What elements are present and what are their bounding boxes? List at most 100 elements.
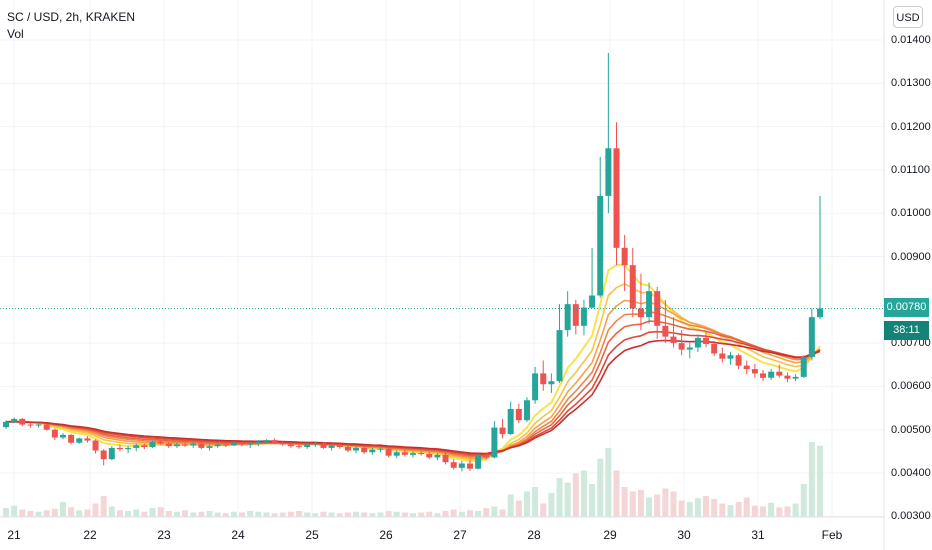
volume-bar xyxy=(792,503,799,517)
volume-bar xyxy=(133,509,140,517)
volume-bar xyxy=(548,493,555,517)
volume-bar xyxy=(198,511,205,517)
candle-body xyxy=(678,343,685,350)
candle-body xyxy=(68,434,75,443)
candle-body xyxy=(434,454,441,458)
candle-body xyxy=(458,463,465,468)
candle-body xyxy=(190,443,197,446)
volume-bar xyxy=(361,512,368,517)
volume-bar xyxy=(703,496,710,517)
candle-body xyxy=(410,453,416,455)
volume-bar xyxy=(743,497,750,517)
candle-body xyxy=(43,424,50,430)
volume-bar xyxy=(116,510,123,517)
volume-bar xyxy=(84,509,91,517)
volume-bar xyxy=(68,507,75,517)
candle-body xyxy=(735,355,742,366)
price-tick-label: 0.00700 xyxy=(891,337,931,350)
candle-body xyxy=(100,450,107,460)
candle-body xyxy=(59,434,66,438)
volume-bar xyxy=(165,511,172,517)
candle-body xyxy=(523,400,530,421)
symbol-title: SC / USD, 2h, KRAKEN xyxy=(7,10,136,24)
candle-body xyxy=(556,330,563,382)
candle-body xyxy=(27,424,34,426)
currency-button[interactable]: USD xyxy=(893,6,923,28)
candle-body xyxy=(377,448,384,450)
volume-bar xyxy=(507,494,514,517)
candle-body xyxy=(157,441,164,444)
price-tick-label: 0.00500 xyxy=(891,423,931,436)
volume-bar xyxy=(694,498,701,517)
candle-body xyxy=(206,446,213,448)
time-tick-label: 25 xyxy=(305,528,319,542)
candle-body xyxy=(141,445,148,448)
volume-bar xyxy=(76,510,83,517)
candle-body xyxy=(287,444,294,447)
candle-body xyxy=(507,408,514,435)
volume-bar xyxy=(304,512,311,517)
volume-bar xyxy=(654,494,661,517)
volume-bar xyxy=(296,511,303,517)
volume-bar xyxy=(735,502,742,517)
time-tick-label: 26 xyxy=(379,528,393,542)
candle-body xyxy=(214,444,221,447)
candle-body xyxy=(768,371,775,378)
candle-body xyxy=(711,343,718,354)
candle-body xyxy=(532,373,539,401)
candle-body xyxy=(466,463,473,469)
price-tick-label: 0.00400 xyxy=(891,467,931,480)
volume-bar xyxy=(182,510,189,517)
volume-bar xyxy=(434,513,441,517)
candle-body xyxy=(116,447,123,450)
volume-bar xyxy=(418,512,425,517)
volume-bar xyxy=(670,491,677,517)
candle-body xyxy=(230,442,237,446)
volume-bar xyxy=(190,512,197,517)
volume-bar xyxy=(369,513,376,517)
volume-bar xyxy=(247,511,254,517)
volume-bar xyxy=(279,512,286,517)
candle-body xyxy=(597,195,604,296)
time-tick-label: 31 xyxy=(751,528,765,542)
volume-bar xyxy=(540,503,547,517)
volume-bar xyxy=(727,505,734,517)
chart-legend: SC / USD, 2h, KRAKEN Vol xyxy=(7,9,135,43)
candle-body xyxy=(800,356,807,377)
volume-bar xyxy=(629,491,636,517)
volume-bar xyxy=(149,508,156,517)
time-tick-label: 28 xyxy=(527,528,541,542)
candle-body xyxy=(662,325,669,337)
last-price-label: 0.00780 xyxy=(884,298,929,317)
candle-body xyxy=(51,429,58,438)
candle-body xyxy=(450,462,457,468)
candle-body xyxy=(589,295,596,308)
candle-body xyxy=(703,337,710,344)
volume-bar xyxy=(239,512,246,517)
candle-body xyxy=(296,446,303,448)
candle-body xyxy=(35,424,42,426)
candle-body xyxy=(320,443,327,448)
candle-body xyxy=(336,445,343,448)
time-tick-label: 27 xyxy=(453,528,467,542)
price-tick-label: 0.01400 xyxy=(891,34,931,46)
volume-bar xyxy=(776,507,783,517)
volume-bar xyxy=(59,502,66,517)
price-tick-label: 0.01100 xyxy=(891,163,930,176)
candle-body xyxy=(149,441,156,448)
candle-body xyxy=(312,443,319,445)
volume-bar xyxy=(637,490,644,517)
volume-bar xyxy=(108,506,115,517)
ema-line xyxy=(5,263,821,463)
volume-bar xyxy=(230,511,237,517)
candle-body xyxy=(222,444,229,446)
candle-body xyxy=(719,353,726,359)
volume-bar xyxy=(125,511,132,517)
volume-bar xyxy=(760,506,767,517)
volume-bar xyxy=(475,511,482,517)
volume-bar xyxy=(711,499,718,517)
volume-bar xyxy=(35,511,42,517)
candle-body xyxy=(198,443,205,448)
time-tick-label: 29 xyxy=(603,528,617,542)
